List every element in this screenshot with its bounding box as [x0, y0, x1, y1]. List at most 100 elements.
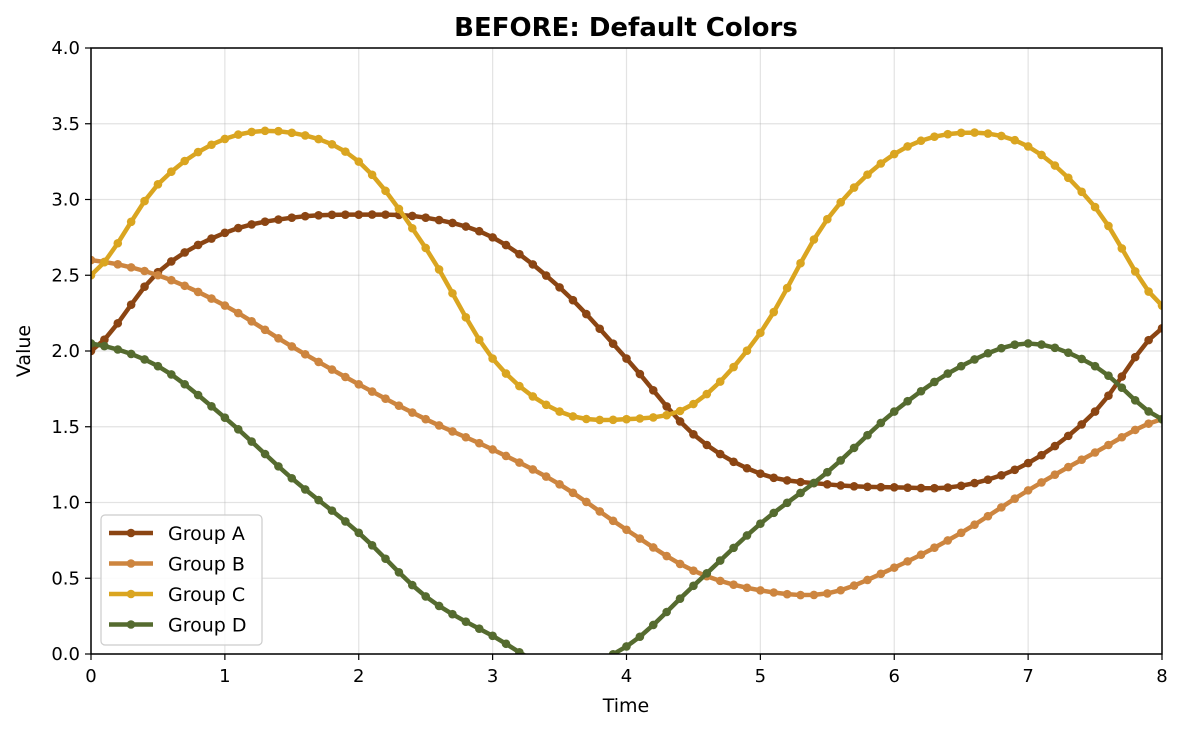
- data-point: [876, 482, 886, 492]
- data-point: [367, 210, 377, 219]
- data-point: [314, 357, 323, 367]
- data-point: [1077, 354, 1086, 364]
- data-point: [287, 473, 297, 483]
- data-point: [756, 328, 765, 338]
- data-point: [327, 365, 337, 374]
- data-point: [140, 266, 149, 276]
- data-point: [675, 406, 685, 416]
- data-point: [1130, 267, 1140, 276]
- data-point: [970, 355, 979, 364]
- data-point: [863, 575, 872, 585]
- data-point: [836, 585, 845, 595]
- data-point: [555, 407, 564, 416]
- data-point: [956, 528, 966, 538]
- data-point: [207, 402, 216, 411]
- data-point: [568, 488, 578, 498]
- data-point: [782, 498, 792, 508]
- data-point: [823, 214, 832, 224]
- data-point: [1090, 361, 1100, 371]
- data-point: [1130, 425, 1140, 435]
- data-point: [715, 576, 725, 586]
- data-point: [608, 516, 618, 526]
- data-point: [796, 590, 805, 600]
- data-point: [193, 390, 203, 400]
- data-point: [662, 402, 671, 411]
- data-point: [756, 469, 765, 479]
- data-point: [100, 341, 109, 351]
- data-point: [381, 554, 390, 564]
- data-point: [287, 213, 297, 222]
- data-point: [461, 432, 471, 442]
- data-point: [541, 400, 551, 410]
- data-point: [260, 449, 270, 459]
- data-point: [233, 425, 243, 434]
- y-tick-label: 3.5: [51, 114, 80, 135]
- data-point: [622, 414, 631, 424]
- data-point: [247, 316, 256, 326]
- data-point: [1063, 462, 1073, 472]
- data-point: [354, 528, 364, 538]
- data-point: [729, 362, 738, 372]
- data-point: [1037, 478, 1046, 487]
- data-point: [1050, 343, 1060, 353]
- data-point: [501, 369, 511, 378]
- data-point: [689, 399, 698, 409]
- data-point: [488, 445, 497, 454]
- legend-swatch-marker: [126, 620, 136, 629]
- data-point: [233, 308, 243, 318]
- data-point: [1117, 244, 1127, 253]
- data-point: [997, 470, 1006, 480]
- data-point: [91, 346, 96, 356]
- data-point: [126, 217, 136, 227]
- data-point: [1090, 202, 1100, 212]
- data-point: [903, 557, 912, 566]
- data-point: [220, 228, 230, 238]
- x-tick-label: 0: [85, 666, 96, 687]
- data-point: [662, 607, 671, 617]
- y-tick-label: 1.0: [51, 493, 80, 514]
- data-point: [327, 506, 337, 515]
- data-point: [809, 590, 819, 600]
- data-point: [140, 355, 149, 364]
- data-point: [100, 335, 109, 344]
- data-point: [1117, 432, 1127, 442]
- chart-title: BEFORE: Default Colors: [454, 13, 798, 43]
- data-point: [287, 128, 297, 138]
- data-point: [100, 257, 109, 267]
- data-point: [635, 369, 645, 379]
- data-point: [474, 624, 484, 634]
- data-point: [381, 394, 390, 404]
- data-point: [91, 339, 96, 348]
- y-axis-ticks: 0.0 0.5 1.0 1.5 2.0 2.5 3.0 3.5 4.0: [51, 38, 91, 665]
- data-point: [541, 472, 551, 481]
- legend-swatch-marker: [126, 559, 136, 568]
- data-point: [421, 414, 430, 424]
- data-point: [569, 665, 578, 674]
- data-point: [742, 463, 752, 473]
- data-point: [876, 159, 886, 168]
- data-point: [167, 275, 176, 285]
- data-point: [354, 210, 364, 219]
- data-point: [260, 325, 270, 335]
- data-point: [1023, 142, 1033, 151]
- data-point: [515, 458, 524, 467]
- data-point: [394, 204, 404, 214]
- data-point: [997, 503, 1006, 512]
- data-point: [434, 265, 444, 274]
- data-point: [113, 318, 123, 328]
- data-point: [1104, 371, 1113, 380]
- data-point: [983, 475, 993, 484]
- data-point: [180, 156, 190, 166]
- x-axis-label: Time: [602, 695, 650, 717]
- data-point: [542, 662, 551, 671]
- data-point: [635, 534, 645, 543]
- data-point: [1077, 455, 1086, 465]
- data-point: [126, 349, 136, 359]
- x-tick-label: 4: [621, 666, 632, 687]
- data-point: [113, 260, 123, 269]
- data-point: [421, 213, 430, 222]
- data-point: [1037, 450, 1046, 460]
- data-point: [421, 243, 430, 253]
- data-point: [836, 456, 845, 465]
- data-point: [943, 536, 953, 545]
